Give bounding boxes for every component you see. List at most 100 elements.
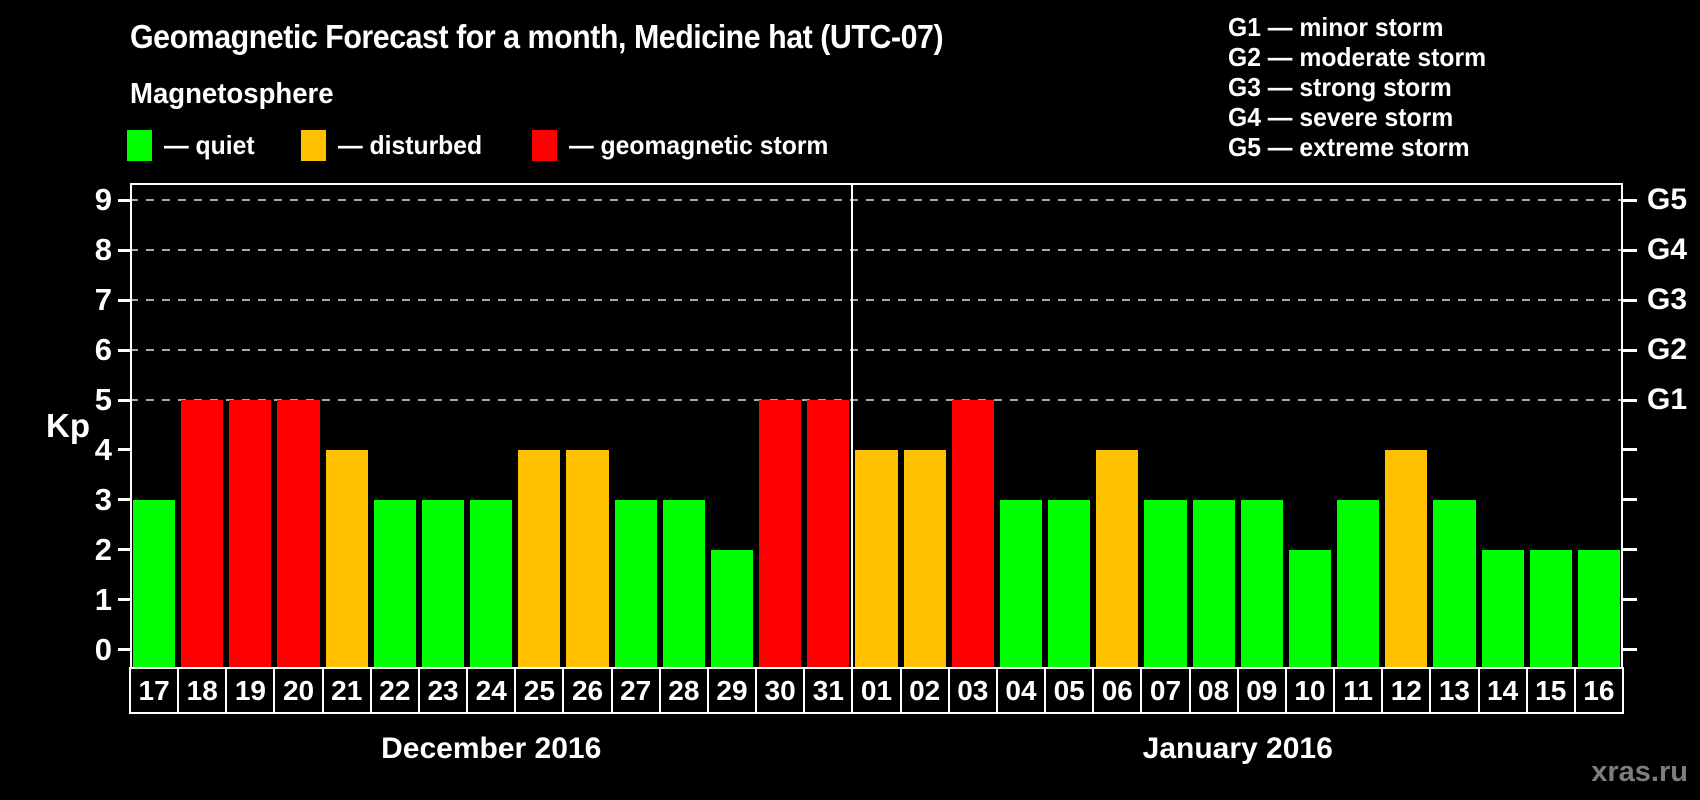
day-label-03: 03 <box>947 667 998 714</box>
day-label-09: 09 <box>1236 667 1287 714</box>
day-label-08: 08 <box>1188 667 1239 714</box>
quiet-color-swatch <box>127 130 152 161</box>
day-label-05: 05 <box>1044 667 1095 714</box>
grid-line-kp9 <box>130 199 1623 202</box>
day-label-17: 17 <box>129 667 180 714</box>
day-label-19: 19 <box>225 667 276 714</box>
day-label-21: 21 <box>321 667 372 714</box>
left-axis-tick-0 <box>118 648 130 652</box>
g-scale-legend: G1 — minor storm G2 — moderate storm G3 … <box>1228 12 1500 162</box>
day-label-12: 12 <box>1381 667 1432 714</box>
kp-bar-01 <box>855 449 898 667</box>
kp-axis-title: Kp <box>46 407 90 444</box>
kp-bar-20 <box>277 400 320 667</box>
day-label-25: 25 <box>514 667 565 714</box>
legend-label-disturbed: — disturbed <box>338 130 483 160</box>
right-axis-tick-9 <box>1623 198 1637 202</box>
kp-bar-29 <box>710 549 754 667</box>
day-label-06: 06 <box>1092 667 1143 714</box>
kp-bar-19 <box>229 400 272 667</box>
day-label-02: 02 <box>899 667 950 714</box>
grid-line-kp5 <box>130 399 1623 402</box>
watermark: xras.ru <box>1591 756 1688 788</box>
state-legend: — quiet — disturbed — geomagnetic storm <box>127 130 842 161</box>
kp-bar-04 <box>999 499 1043 667</box>
kp-bar-18 <box>181 400 224 667</box>
kp-bar-27 <box>614 499 657 667</box>
left-axis-tick-8 <box>118 248 130 252</box>
kp-bar-03 <box>951 400 994 667</box>
day-label-14: 14 <box>1477 667 1528 714</box>
left-axis-tick-2 <box>118 548 130 552</box>
storm-color-swatch <box>532 130 558 161</box>
day-label-27: 27 <box>610 667 661 714</box>
right-axis-tick-6 <box>1623 348 1637 352</box>
kp-bar-30 <box>759 400 802 667</box>
kp-bar-13 <box>1433 499 1476 667</box>
right-axis-tick-2 <box>1623 548 1637 552</box>
plot-border-right <box>1621 183 1623 667</box>
day-axis-row: 17 18 19 20 21 22 23 24 25 26 27 28 29 30 31 01 02 03 04 05… <box>129 667 1624 714</box>
g-legend-line-g3: G3 — strong storm <box>1228 72 1452 102</box>
right-axis-tick-0 <box>1623 648 1637 652</box>
y-tick-label-5: 5 <box>94 382 112 418</box>
y-tick-label-1: 1 <box>94 581 112 617</box>
grid-line-kp8 <box>130 249 1623 252</box>
kp-bar-25 <box>518 449 561 667</box>
g-legend-line-g1: G1 — minor storm <box>1228 12 1444 42</box>
kp-bar-10 <box>1288 549 1332 667</box>
legend-item-quiet: — quiet <box>127 130 259 161</box>
kp-bar-17 <box>133 499 176 667</box>
kp-bar-07 <box>1144 499 1187 667</box>
day-label-23: 23 <box>417 667 469 714</box>
kp-bar-09 <box>1240 499 1283 667</box>
kp-bar-12 <box>1385 449 1428 667</box>
day-label-24: 24 <box>466 667 517 714</box>
kp-bar-05 <box>1048 499 1091 667</box>
left-axis-tick-7 <box>118 298 130 302</box>
kp-bar-15 <box>1529 549 1572 667</box>
day-label-18: 18 <box>177 667 228 714</box>
day-label-01: 01 <box>851 667 902 714</box>
g-scale-label-g2: G2 <box>1647 333 1688 367</box>
kp-bar-28 <box>662 499 705 667</box>
y-tick-label-9: 9 <box>94 182 112 218</box>
g-scale-label-g3: G3 <box>1647 283 1688 317</box>
g-legend-line-g5: G5 — extreme storm <box>1228 132 1470 162</box>
month-label: January 2016 <box>1142 732 1333 765</box>
g-legend-line-g4: G4 — severe storm <box>1228 102 1454 132</box>
legend-label-quiet: — quiet <box>164 130 255 160</box>
kp-bar-14 <box>1481 549 1524 667</box>
kp-bar-22 <box>373 499 416 667</box>
kp-bar-06 <box>1096 449 1139 667</box>
kp-bar-21 <box>325 449 368 667</box>
right-axis-tick-3 <box>1623 498 1637 502</box>
plot-area <box>118 183 1637 667</box>
left-axis-tick-4 <box>118 448 130 452</box>
chart-subtitle: Magnetosphere <box>130 78 334 110</box>
left-axis-tick-5 <box>118 398 130 402</box>
grid-line-kp6 <box>130 349 1623 352</box>
y-tick-label-0: 0 <box>94 631 112 667</box>
kp-bar-08 <box>1192 499 1235 667</box>
g-scale-label-g4: G4 <box>1647 233 1688 267</box>
y-tick-label-8: 8 <box>94 232 112 268</box>
day-label-10: 10 <box>1284 667 1336 714</box>
day-label-29: 29 <box>706 667 758 714</box>
y-tick-label-3: 3 <box>94 481 112 517</box>
left-axis-tick-9 <box>118 198 130 202</box>
day-label-04: 04 <box>995 667 1047 714</box>
y-tick-label-7: 7 <box>94 282 112 318</box>
g-scale-label-g1: G1 <box>1647 383 1688 417</box>
day-label-11: 11 <box>1333 667 1384 714</box>
left-axis-tick-6 <box>118 348 130 352</box>
day-label-26: 26 <box>562 667 613 714</box>
plot-border-top <box>130 183 1623 185</box>
day-label-22: 22 <box>369 667 420 714</box>
kp-bar-31 <box>807 400 850 667</box>
kp-bar-26 <box>566 449 609 667</box>
right-axis-tick-7 <box>1623 298 1637 302</box>
right-axis-tick-5 <box>1623 398 1637 402</box>
day-label-13: 13 <box>1429 667 1480 714</box>
left-axis-tick-3 <box>118 498 130 502</box>
